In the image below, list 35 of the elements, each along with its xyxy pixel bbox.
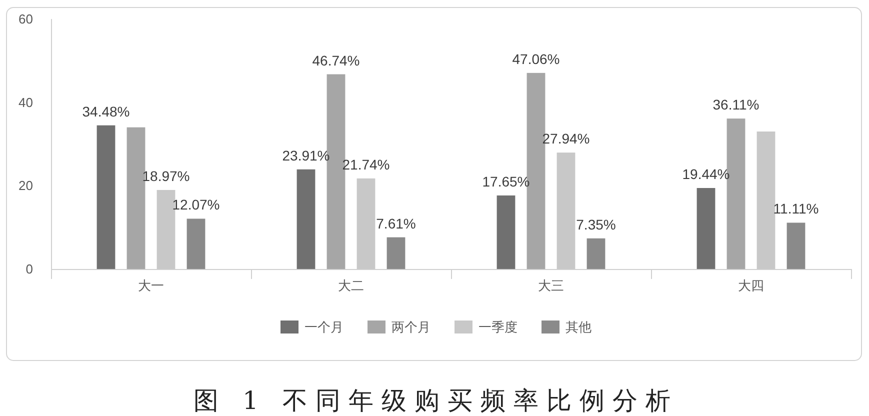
x-tick-label: 大一 (138, 278, 164, 293)
data-label: 7.61% (376, 215, 416, 232)
legend-label: 其他 (566, 320, 592, 334)
data-label: 46.74% (312, 52, 360, 68)
bar (96, 125, 116, 269)
data-label: 47.06% (512, 50, 560, 67)
data-label: 23.91% (282, 147, 330, 164)
data-label: 18.97% (142, 168, 190, 184)
legend-label: 两个月 (392, 320, 430, 334)
bar (186, 218, 206, 269)
y-tick-label: 0 (26, 262, 33, 276)
legend-label: 一季度 (478, 320, 518, 334)
data-label: 27.94% (542, 130, 590, 147)
data-label: 21.74% (342, 156, 390, 172)
data-label: 19.44% (682, 166, 730, 182)
data-label: 17.65% (482, 173, 530, 190)
data-label: 34.48% (82, 103, 130, 120)
y-tick-label: 60 (18, 12, 33, 26)
bar (496, 195, 516, 269)
bar (386, 237, 406, 269)
bar (586, 238, 606, 269)
y-tick-label: 40 (18, 94, 33, 110)
legend-label: 一个月 (304, 320, 344, 334)
data-label: 11.11% (773, 200, 819, 217)
bar (296, 169, 316, 269)
x-tick-label: 大三 (538, 278, 564, 293)
bar (786, 222, 806, 269)
x-tick-label: 大四 (738, 278, 764, 293)
data-label: 12.07% (172, 196, 220, 213)
x-tick-label: 大二 (338, 278, 364, 293)
bar (696, 188, 716, 269)
text: 图 1 不同年级购买频率比例分析 (194, 386, 678, 415)
y-tick-label: 20 (18, 178, 33, 194)
data-label: 36.11% (712, 96, 760, 113)
data-label: 7.35% (576, 216, 616, 232)
